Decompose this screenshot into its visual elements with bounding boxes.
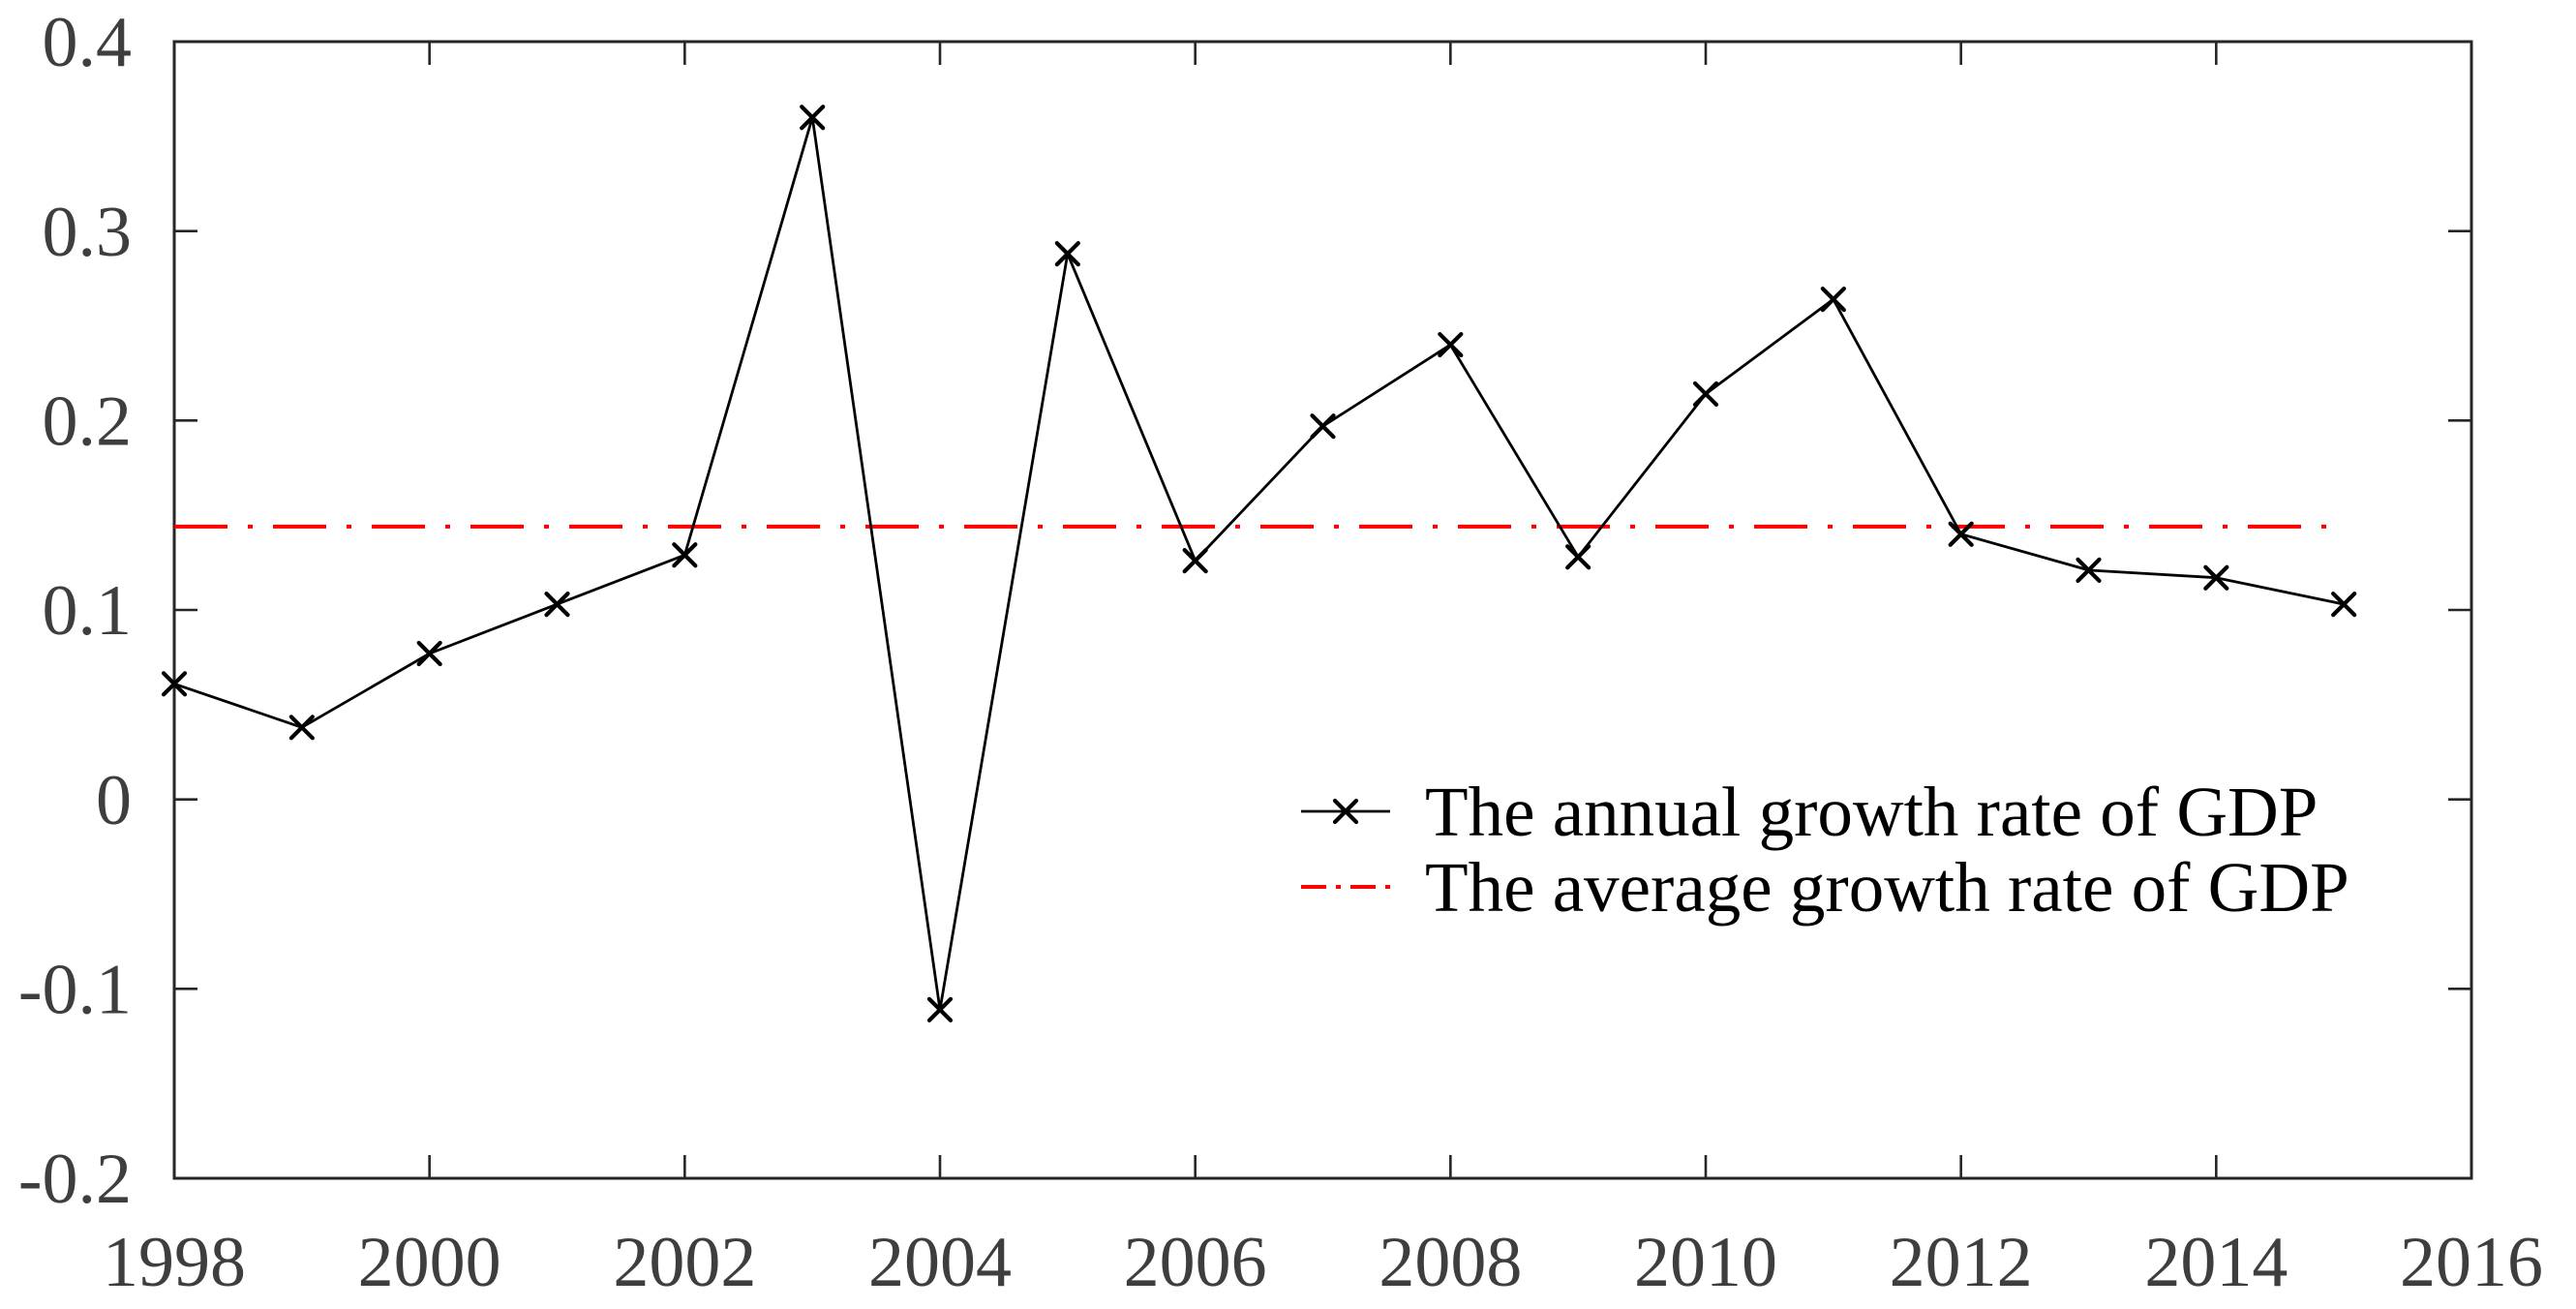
data-point-marker [2076, 557, 2102, 584]
x-tick-label: 2012 [1890, 1223, 2033, 1302]
data-point-marker [544, 592, 570, 618]
data-point-marker [1182, 548, 1208, 574]
annual-growth-line [173, 115, 2345, 1012]
data-point-marker [1438, 331, 1464, 358]
data-point-marker [1054, 241, 1080, 267]
legend-label-average: The average growth rate of GDP [1425, 848, 2349, 927]
data-point-marker [1692, 381, 1719, 408]
x-tick-label: 1998 [103, 1223, 246, 1302]
x-tick-label: 2014 [2144, 1223, 2288, 1302]
data-point-marker [1820, 287, 1846, 313]
data-point-marker [672, 542, 698, 568]
data-point-marker [2203, 564, 2229, 591]
data-point-marker [1565, 544, 1591, 570]
legend-label-annual: The annual growth rate of GDP [1425, 773, 2318, 851]
x-tick-label: 2002 [613, 1223, 756, 1302]
y-tick-label: 0.4 [43, 3, 133, 82]
y-tick-label: 0.2 [43, 381, 133, 461]
y-tick-label: 0.1 [43, 571, 133, 651]
data-point-marker [800, 105, 826, 131]
y-tick-label: -0.1 [18, 950, 132, 1029]
x-tick-label: 2010 [1634, 1223, 1777, 1302]
data-point-marker [926, 996, 954, 1022]
x-tick-label: 2006 [1124, 1223, 1267, 1302]
y-tick-label: 0 [96, 761, 132, 840]
data-point-marker [161, 671, 188, 697]
x-tick-label: 2008 [1379, 1223, 1522, 1302]
data-point-marker [1310, 413, 1336, 440]
data-point-marker [288, 715, 315, 741]
x-tick-label: 2000 [358, 1223, 501, 1302]
x-tick-label: 2016 [2400, 1223, 2543, 1302]
x-tick-label: 2004 [868, 1223, 1012, 1302]
data-point-marker [1948, 521, 1974, 547]
y-tick-label: 0.3 [43, 193, 133, 272]
y-tick-label: -0.2 [18, 1140, 132, 1219]
legend-sample-annual-marker [1332, 798, 1359, 825]
data-point-marker [416, 640, 442, 667]
data-point-marker [2331, 592, 2357, 618]
